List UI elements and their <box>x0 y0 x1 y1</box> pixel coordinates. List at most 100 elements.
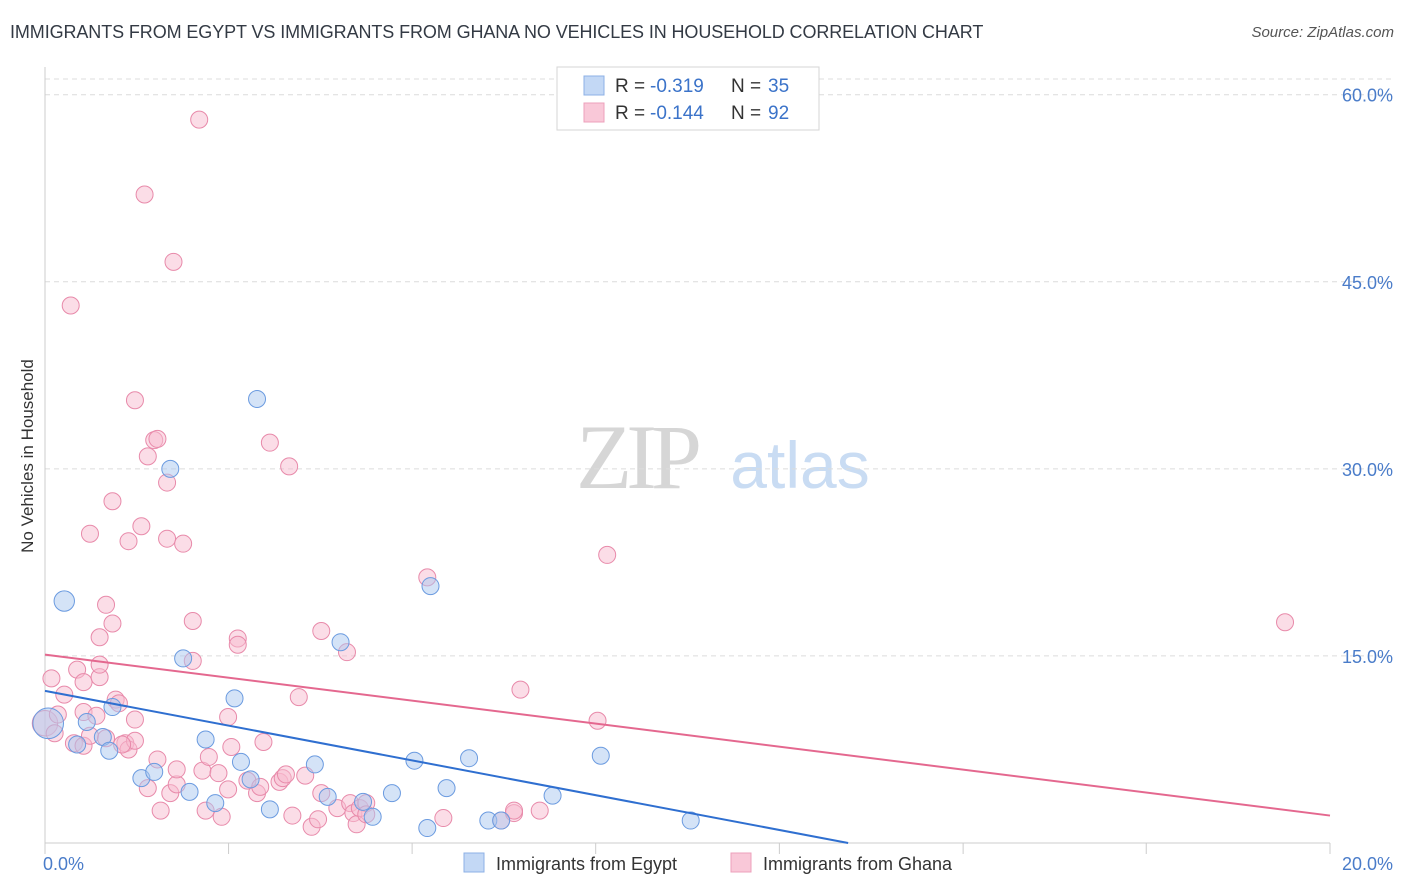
egypt-point <box>591 746 610 765</box>
ghana-point <box>219 780 238 799</box>
egypt-point <box>437 779 456 798</box>
ghana-point <box>283 806 302 825</box>
egypt-point <box>492 811 511 830</box>
legend-n-label-ghana: N = <box>731 103 761 124</box>
egypt-point <box>382 784 401 803</box>
egypt-points <box>32 390 700 838</box>
ghana-point <box>505 801 524 820</box>
egypt-point <box>196 730 215 749</box>
egypt-point <box>305 755 324 774</box>
ghana-point <box>280 457 299 476</box>
ghana-point <box>103 614 122 633</box>
y-tick-label: 60.0% <box>1342 86 1393 106</box>
egypt-point <box>100 741 119 760</box>
egypt-point <box>363 807 382 826</box>
ghana-point <box>190 110 209 129</box>
egypt-point <box>241 770 260 789</box>
ghana-point <box>97 595 116 614</box>
egypt-point <box>418 819 437 838</box>
watermark-atlas: atlas <box>730 428 869 502</box>
correlation-legend: R = -0.319 N = 35 R = -0.144 N = 92 <box>556 66 820 131</box>
egypt-point <box>318 787 337 806</box>
ghana-points <box>31 110 1295 836</box>
y-tick-label: 15.0% <box>1342 647 1393 667</box>
ghana-point <box>90 628 109 647</box>
ghana-point <box>132 517 151 536</box>
egypt-point <box>248 390 267 409</box>
ghana-point <box>74 673 93 692</box>
legend-r-label-egypt: R = <box>615 76 645 97</box>
egypt-point <box>53 590 75 612</box>
ghana-point <box>167 760 186 779</box>
watermark-zip: ZIP <box>576 406 699 508</box>
egypt-point <box>225 689 244 708</box>
egypt-point <box>231 752 250 771</box>
ghana-point <box>80 524 99 543</box>
ghana-point <box>1276 613 1295 632</box>
egypt-point <box>460 749 479 768</box>
ghana-point <box>90 655 109 674</box>
ghana-point <box>309 810 328 829</box>
tick-labels: 15.0% 30.0% 45.0% 60.0% 0.0% 20.0% <box>43 86 1393 874</box>
ghana-point <box>148 429 167 448</box>
egypt-point <box>77 713 96 732</box>
bottom-label-egypt: Immigrants from Egypt <box>496 854 677 874</box>
ghana-point <box>164 252 183 271</box>
ghana-point <box>158 529 177 548</box>
legend-n-label-egypt: N = <box>731 76 761 97</box>
egypt-point <box>32 707 65 740</box>
ghana-point <box>151 801 170 820</box>
egypt-point <box>180 782 199 801</box>
egypt-point <box>260 800 279 819</box>
egypt-point <box>103 698 122 717</box>
ghana-point <box>598 545 617 564</box>
ghana-point <box>209 764 228 783</box>
ghana-point <box>199 747 218 766</box>
bottom-label-ghana: Immigrants from Ghana <box>763 854 953 874</box>
source-credit: Source: ZipAtlas.com <box>1251 24 1394 41</box>
ghana-point <box>588 711 607 730</box>
ghana-point <box>103 492 122 511</box>
egypt-point <box>421 577 440 596</box>
egypt-point <box>68 735 87 754</box>
y-tick-label: 30.0% <box>1342 460 1393 480</box>
bottom-swatch-ghana <box>730 852 752 873</box>
egypt-point <box>206 794 225 813</box>
legend-swatch-egypt <box>583 75 605 96</box>
y-tick-label: 45.0% <box>1342 273 1393 293</box>
ghana-point <box>138 447 157 466</box>
egypt-point <box>354 792 373 811</box>
ghana-point <box>289 688 308 707</box>
bottom-swatch-egypt <box>463 852 485 873</box>
ghana-point <box>511 680 530 699</box>
x-tick-label-min: 0.0% <box>43 854 84 874</box>
ghana-point <box>174 534 193 553</box>
ghana-point <box>276 765 295 784</box>
x-tick-label-max: 20.0% <box>1342 854 1393 874</box>
egypt-trend-line <box>44 689 849 844</box>
egypt-point <box>174 649 193 668</box>
egypt-point <box>331 633 350 652</box>
ghana-point <box>125 391 144 410</box>
egypt-point <box>681 811 700 830</box>
ghana-point <box>260 433 279 452</box>
gridlines <box>45 78 1395 657</box>
ghana-point <box>119 532 138 551</box>
chart-title: IMMIGRANTS FROM EGYPT VS IMMIGRANTS FROM… <box>10 22 984 42</box>
ghana-point <box>312 621 331 640</box>
ghana-point <box>125 710 144 729</box>
ghana-point <box>183 612 202 631</box>
ghana-point <box>228 635 247 654</box>
ghana-point <box>254 732 273 751</box>
legend-n-value-egypt: 35 <box>768 76 789 97</box>
ghana-point <box>61 296 80 315</box>
legend-r-value-ghana: -0.144 <box>650 103 704 124</box>
legend-n-value-ghana: 92 <box>768 103 789 124</box>
ghana-point <box>434 809 453 828</box>
trend-lines <box>44 653 1331 844</box>
ghana-point <box>219 708 238 727</box>
legend-swatch-ghana <box>583 102 605 123</box>
ghana-trend-line <box>44 653 1331 817</box>
legend-r-value-egypt: -0.319 <box>650 76 704 97</box>
